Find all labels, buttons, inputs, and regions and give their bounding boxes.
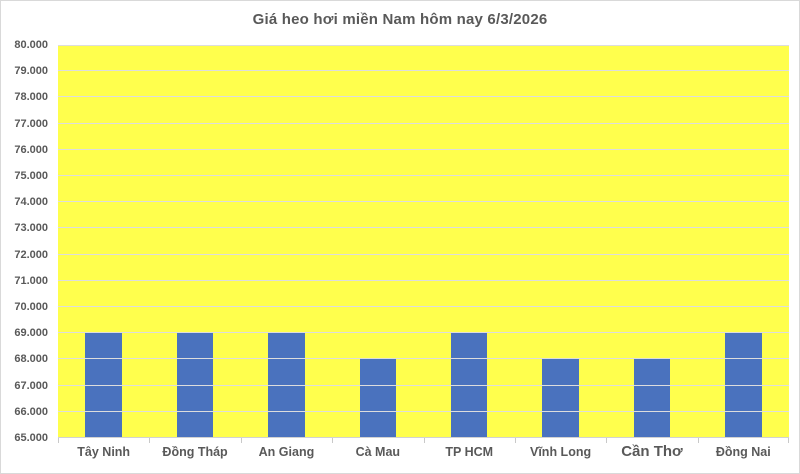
- x-axis-tick-mark: [423, 438, 425, 443]
- bar-An Giang: [268, 333, 305, 438]
- y-axis-tick-label: 74.000: [14, 196, 48, 209]
- bar-Đồng Nai: [725, 333, 762, 438]
- y-axis-tick-label: 78.000: [14, 91, 48, 104]
- bar-TP HCM: [450, 333, 488, 438]
- x-axis-tick-mark: [149, 438, 151, 443]
- bar-cell: [606, 45, 697, 438]
- y-axis-labels: 80.000 79.000 78.000 77.000 76.000 75.000 74.0…: [1, 39, 53, 444]
- x-axis-labels: Tây Ninh Đồng Tháp An Giang Cà Mau TP HCM Vĩn…: [58, 441, 789, 467]
- y-axis-tick-label: 70.000: [14, 300, 48, 313]
- gridline: [58, 227, 789, 229]
- bar-Vĩnh Long: [542, 359, 579, 438]
- x-axis-ticks: [58, 438, 789, 443]
- gridline: [58, 305, 789, 307]
- gridline: [58, 174, 789, 176]
- bar-Cà Mau: [359, 359, 397, 438]
- x-axis-category-label: Cần Thơ: [621, 443, 683, 460]
- bar-cell: [698, 45, 789, 438]
- bar-cell: [332, 45, 423, 438]
- y-axis-tick-label: 65.000: [14, 432, 48, 444]
- x-axis-category-label: Vĩnh Long: [530, 445, 592, 459]
- y-axis-tick-label: 69.000: [14, 327, 48, 340]
- gridline: [58, 122, 789, 124]
- x-axis-category-label: Đồng Nai: [715, 445, 771, 459]
- y-axis-tick-label: 68.000: [14, 353, 48, 366]
- gridline: [58, 410, 789, 412]
- gridline: [58, 253, 789, 255]
- gridline: [58, 45, 789, 46]
- gridline: [58, 148, 789, 150]
- gridline: [58, 332, 789, 334]
- y-axis-tick-label: 77.000: [14, 117, 48, 130]
- y-axis-tick-label: 75.000: [14, 169, 48, 182]
- y-axis-tick-label: 80.000: [14, 39, 48, 51]
- y-axis-tick-label: 67.000: [14, 379, 48, 392]
- gridline: [58, 70, 789, 72]
- bar-cell: [241, 45, 332, 438]
- x-axis-category-label: An Giang: [258, 445, 315, 459]
- bar-cell: [149, 45, 240, 438]
- gridline: [58, 384, 789, 386]
- x-axis-category-label: Tây Ninh: [77, 445, 131, 459]
- plot-area: [58, 45, 789, 438]
- bar-cell: [58, 45, 149, 438]
- x-axis-tick-mark: [240, 438, 242, 443]
- x-axis-category-label: Đồng Tháp: [162, 445, 228, 459]
- bar-Cần Thơ: [633, 359, 671, 438]
- x-axis-tick-mark: [788, 438, 789, 443]
- y-axis-tick-label: 76.000: [14, 143, 48, 156]
- chart-title: Giá heo hơi miền Nam hôm nay 6/3/2026: [252, 11, 548, 28]
- x-axis-category-label: TP HCM: [445, 445, 494, 459]
- bar-Đồng Tháp: [176, 333, 214, 438]
- x-axis-tick-mark: [606, 438, 608, 443]
- y-axis-tick-label: 66.000: [14, 405, 48, 418]
- bar-cell: [515, 45, 606, 438]
- x-axis-tick-mark: [697, 438, 699, 443]
- y-axis-tick-label: 72.000: [14, 248, 48, 261]
- bar-series: [58, 45, 789, 438]
- gridline: [58, 201, 789, 203]
- bar-cell: [424, 45, 515, 438]
- gridline: [58, 279, 789, 281]
- x-axis-tick-mark: [514, 438, 516, 443]
- x-axis-tick-mark: [332, 438, 334, 443]
- gridline: [58, 96, 789, 98]
- gridline: [58, 358, 789, 360]
- y-axis-tick-label: 79.000: [14, 65, 48, 78]
- y-axis-tick-label: 71.000: [14, 274, 48, 287]
- y-axis-tick-label: 73.000: [14, 222, 48, 235]
- bar-Tây Ninh: [85, 333, 122, 438]
- x-axis-category-label: Cà Mau: [355, 445, 401, 459]
- x-axis-line: [58, 437, 789, 438]
- x-axis-tick-mark: [58, 438, 59, 443]
